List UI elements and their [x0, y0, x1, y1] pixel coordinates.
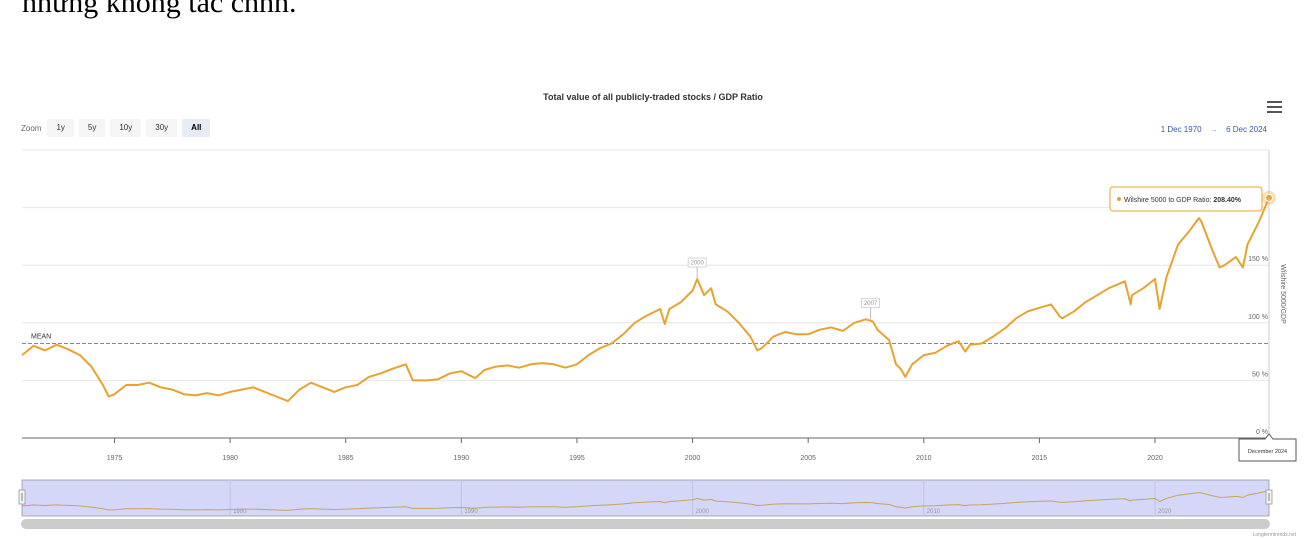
x-tick-label: 1980 [222, 455, 238, 462]
hamburger-menu-icon[interactable] [1267, 101, 1282, 113]
navigator-tick-label: 2000 [696, 509, 710, 515]
tooltip-series-name: Wilshire 5000 to GDP Ratio: [1124, 197, 1213, 204]
annotation-flag [687, 257, 707, 268]
navigator-tick-label: 1980 [233, 509, 247, 515]
range-to-input[interactable]: 6 Dec 2024 [1226, 125, 1267, 134]
x-tick-label: 1990 [454, 455, 470, 462]
x-tick-label: 2005 [800, 455, 816, 462]
annotation-flag [861, 297, 880, 308]
navigator-tick-label: 1990 [464, 509, 478, 515]
scrollbar-track[interactable] [21, 519, 1270, 529]
navigator-tick-label: 2020 [1158, 509, 1172, 515]
chart-title: Total value of all publicly-traded stock… [543, 92, 763, 102]
y-tick-label: 0 % [1256, 429, 1268, 436]
y-tick-label: 50 % [1252, 371, 1268, 378]
zoom-label: Zoom [21, 123, 42, 133]
date-range: 1 Dec 1970 → 6 Dec 2024 [1155, 125, 1267, 134]
x-tick-label: 2020 [1147, 455, 1163, 462]
zoom-30y-button[interactable]: 30y [146, 119, 178, 137]
tooltip-text: Wilshire 5000 to GDP Ratio: 208.40% [1124, 197, 1242, 204]
tooltip: Wilshire 5000 to GDP Ratio: 208.40% [1109, 186, 1263, 212]
y-tick-label: 150 % [1248, 256, 1268, 263]
navigator-window [21, 479, 1270, 517]
zoom-5y-button[interactable]: 5y [78, 119, 106, 137]
x-tick-label: 2015 [1032, 455, 1048, 462]
x-tick-label: 1985 [338, 455, 354, 462]
range-arrow: → [1209, 125, 1218, 134]
x-tick-label: 1995 [569, 455, 585, 462]
annotation-label: 2000 [690, 261, 704, 267]
zoom-10y-button[interactable]: 10y [110, 119, 142, 137]
tooltip-box [1109, 186, 1263, 212]
date-flag-box [1238, 433, 1297, 462]
zoom-all-button[interactable]: All [182, 119, 211, 137]
date-flag: December 2024 [1238, 433, 1297, 462]
zoom-1y-button[interactable]: 1y [47, 119, 74, 137]
y-tick-label: 100 % [1248, 314, 1268, 321]
page-top-text: nhưng không tác chhn. [22, 0, 297, 19]
x-tick-label: 1975 [107, 455, 123, 462]
series-line [21, 197, 1270, 403]
x-tick-label: 2000 [685, 455, 701, 462]
y-axis-title: Wilshire 5000/GDP [1279, 264, 1286, 324]
footer-credit: Longtermtrends.net [1252, 532, 1296, 538]
tooltip-series-dot [1117, 197, 1121, 201]
annotation-label: 2007 [864, 301, 878, 307]
zoom-controls: Zoom 1y 5y 10y 30y All [21, 119, 215, 137]
navigator-tick-label: 2010 [927, 509, 941, 515]
mean-label: MEAN [31, 334, 51, 341]
tooltip-value: 208.40% [1213, 197, 1241, 204]
range-from-input[interactable]: 1 Dec 1970 [1160, 125, 1202, 134]
x-tick-label: 2010 [916, 455, 932, 462]
date-flag-text: December 2024 [1248, 449, 1287, 455]
navigator-series-line [21, 490, 1270, 511]
